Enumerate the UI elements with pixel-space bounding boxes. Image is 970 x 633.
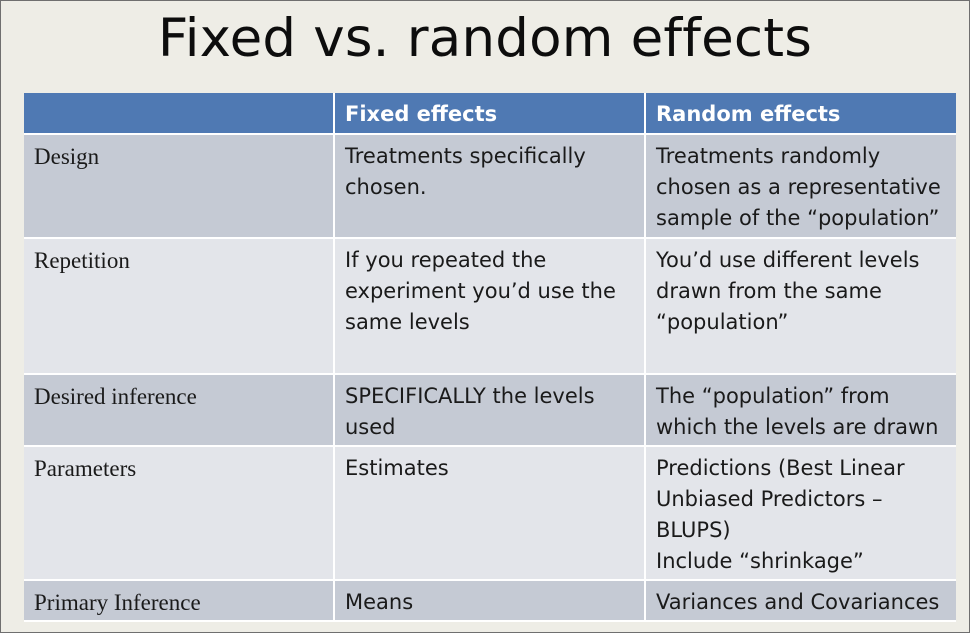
cell-line: Treatments randomly <box>656 144 881 168</box>
header-row: Fixed effects Random effects <box>24 93 956 135</box>
fixed-cell: If you repeated the experiment you’d use… <box>334 238 646 375</box>
fixed-cell: Means <box>334 580 646 622</box>
cell-line: sample of the “population” <box>656 206 940 230</box>
cell-line: SPECIFICALLY the levels <box>345 384 595 408</box>
header-empty <box>24 93 335 135</box>
table-row-design: Design Treatments specifically chosen. T… <box>24 134 956 239</box>
table-row-primary-inference: Primary Inference Means Variances and Co… <box>24 580 956 622</box>
cell-line: Unbiased Predictors – <box>656 487 883 511</box>
random-cell: The “population” from which the levels a… <box>645 374 956 447</box>
fixed-cell: SPECIFICALLY the levels used <box>334 374 646 447</box>
slide-title: Fixed vs. random effects <box>157 8 813 69</box>
cell-line: Predictions (Best Linear <box>656 456 905 480</box>
cell-line: drawn from the same <box>656 279 882 303</box>
fixed-cell: Estimates <box>334 446 646 581</box>
cell-line: The “population” from <box>656 384 890 408</box>
cell-line: Include “shrinkage” <box>656 549 864 573</box>
header-random-effects: Random effects <box>645 93 956 135</box>
cell-line: chosen as a representative <box>656 175 941 199</box>
fixed-cell: Treatments specifically chosen. <box>334 134 646 239</box>
cell-line: BLUPS) <box>656 518 731 542</box>
cell-line: chosen. <box>345 175 427 199</box>
row-label: Parameters <box>24 446 335 581</box>
cell-line: experiment you’d use the <box>345 279 616 303</box>
comparison-table: Fixed effects Random effects Design Trea… <box>24 93 956 622</box>
row-label: Primary Inference <box>24 580 335 622</box>
cell-line: “population” <box>656 310 789 334</box>
random-cell: Variances and Covariances <box>645 580 956 622</box>
row-label: Repetition <box>24 238 335 375</box>
cell-line: Estimates <box>345 456 449 480</box>
cell-line: You’d use different levels <box>656 248 920 272</box>
random-cell: Predictions (Best Linear Unbiased Predic… <box>645 446 956 581</box>
header-fixed-effects: Fixed effects <box>334 93 646 135</box>
table-row-desired-inference: Desired inference SPECIFICALLY the level… <box>24 374 956 447</box>
cell-line: Means <box>345 590 414 614</box>
random-cell: You’d use different levels drawn from th… <box>645 238 956 375</box>
cell-line: same levels <box>345 310 470 334</box>
table-row-parameters: Parameters Estimates Predictions (Best L… <box>24 446 956 581</box>
cell-line: used <box>345 415 396 439</box>
table-row-repetition: Repetition If you repeated the experimen… <box>24 238 956 375</box>
cell-line: Variances and Covariances <box>656 590 940 614</box>
cell-line: Treatments specifically <box>345 144 586 168</box>
row-label: Desired inference <box>24 374 335 447</box>
row-label: Design <box>24 134 335 239</box>
random-cell: Treatments randomly chosen as a represen… <box>645 134 956 239</box>
cell-line: which the levels are drawn <box>656 415 939 439</box>
cell-line: If you repeated the <box>345 248 547 272</box>
